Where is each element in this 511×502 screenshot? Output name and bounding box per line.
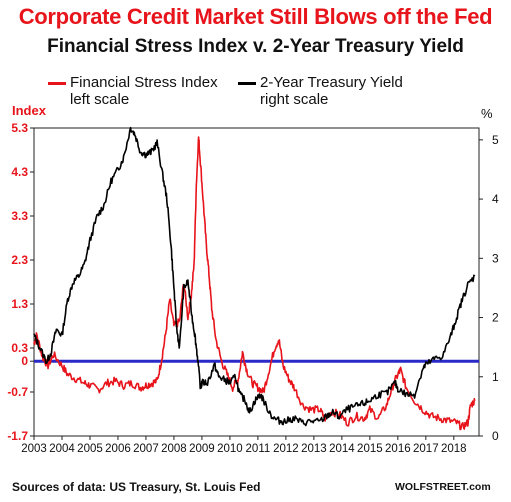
x-tick-label: 2003 bbox=[21, 443, 47, 455]
x-tick-label: 2008 bbox=[161, 443, 187, 455]
series-line-yield bbox=[33, 126, 476, 427]
chart-subtitle: Financial Stress Index v. 2-Year Treasur… bbox=[47, 36, 464, 57]
x-tick-label: 2016 bbox=[385, 443, 411, 455]
legend-sublabel-yield: right scale bbox=[260, 91, 329, 108]
left-tick-label: 4.3 bbox=[11, 165, 28, 179]
left-tick-label: 2.3 bbox=[11, 253, 28, 267]
series-line-stress bbox=[33, 136, 476, 431]
right-tick-label: 1 bbox=[492, 370, 499, 384]
right-tick-label: 0 bbox=[492, 429, 499, 443]
x-tick-label: 2015 bbox=[357, 443, 383, 455]
legend-item-stress: Financial Stress Index left scale bbox=[48, 74, 218, 108]
x-tick-label: 2012 bbox=[273, 443, 299, 455]
x-tick-label: 2010 bbox=[217, 443, 243, 455]
legend-label-yield: 2-Year Treasury Yield bbox=[260, 74, 403, 91]
source-note: Sources of data: US Treasury, St. Louis … bbox=[12, 480, 261, 494]
left-tick-label: -0.7 bbox=[7, 385, 28, 399]
legend-label-stress: Financial Stress Index bbox=[70, 74, 218, 91]
right-tick-label: 3 bbox=[492, 251, 499, 265]
chart-title: Corporate Credit Market Still Blows off … bbox=[18, 4, 493, 29]
x-tick-label: 2005 bbox=[77, 443, 103, 455]
legend-swatch-yield bbox=[238, 82, 256, 85]
right-axis-title: % bbox=[481, 106, 493, 121]
legend-sublabel-stress: left scale bbox=[70, 91, 130, 108]
plot-frame bbox=[33, 127, 480, 437]
x-tick-label: 2014 bbox=[329, 443, 355, 455]
x-tick-label: 2004 bbox=[49, 443, 75, 455]
left-tick-label: 0.3 bbox=[11, 341, 28, 355]
legend-swatch-stress bbox=[48, 82, 66, 85]
left-tick-label: 0 bbox=[21, 354, 28, 368]
right-tick-label: 4 bbox=[492, 192, 499, 206]
legend-item-yield: 2-Year Treasury Yield right scale bbox=[238, 74, 403, 108]
left-tick-label: 3.3 bbox=[11, 209, 28, 223]
x-tick-label: 2018 bbox=[441, 443, 467, 455]
left-axis-title: Index bbox=[12, 103, 46, 118]
left-tick-label: 1.3 bbox=[11, 297, 28, 311]
left-tick-label: -1.7 bbox=[7, 429, 28, 443]
x-tick-label: 2011 bbox=[246, 443, 271, 455]
right-tick-label: 5 bbox=[492, 133, 499, 147]
left-tick-label: 5.3 bbox=[11, 121, 28, 135]
x-tick-label: 2017 bbox=[413, 443, 439, 455]
brand-label: WOLFSTREET.com bbox=[395, 481, 491, 493]
right-tick-label: 2 bbox=[492, 311, 499, 325]
x-tick-label: 2009 bbox=[189, 443, 215, 455]
x-tick-label: 2007 bbox=[133, 443, 159, 455]
x-tick-label: 2006 bbox=[105, 443, 131, 455]
x-tick-label: 2013 bbox=[301, 443, 327, 455]
